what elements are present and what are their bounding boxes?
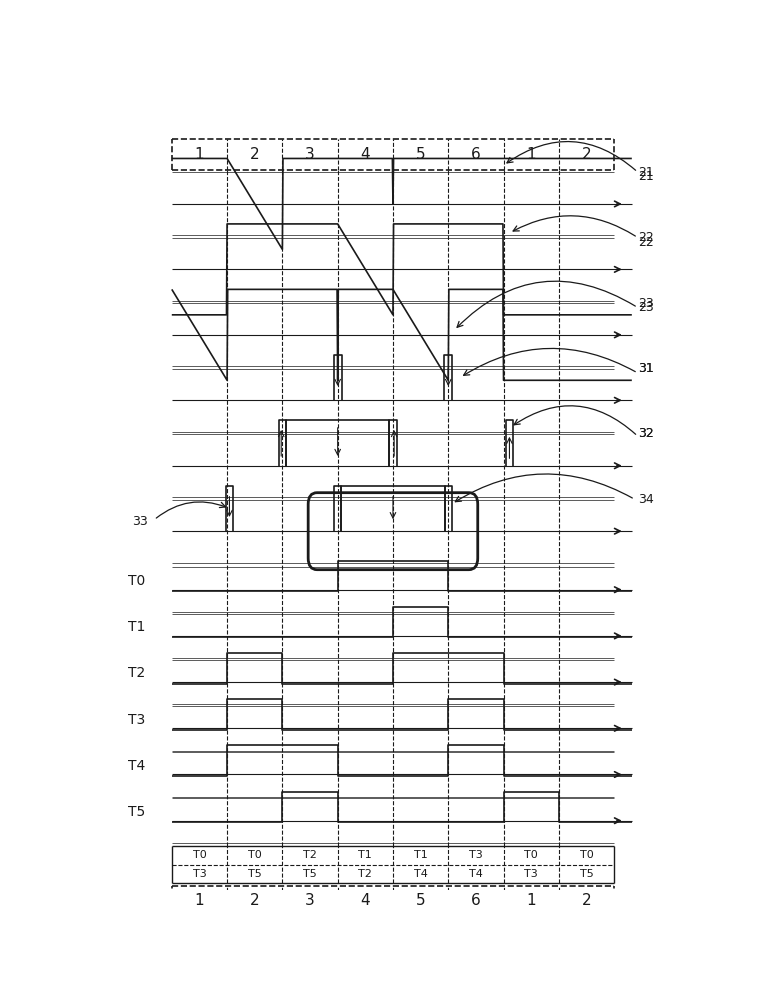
Text: T0: T0 [193,850,206,860]
Text: T0: T0 [580,850,594,860]
Text: T2: T2 [358,869,372,879]
Text: T1: T1 [128,620,145,634]
Text: 31: 31 [638,362,654,375]
Text: 5: 5 [416,893,425,908]
Text: 4: 4 [361,893,370,908]
Text: 32: 32 [638,427,654,440]
Text: T4: T4 [128,759,145,773]
Text: 6: 6 [471,147,481,162]
Text: 33: 33 [132,515,148,528]
Text: 2: 2 [250,893,260,908]
Text: 31: 31 [638,362,654,375]
Text: 1: 1 [195,893,204,908]
Text: 23: 23 [638,301,654,314]
Text: T4: T4 [414,869,428,879]
Text: T2: T2 [128,666,145,680]
Text: T4: T4 [469,869,482,879]
Text: 2: 2 [250,147,260,162]
Text: 22: 22 [638,231,654,244]
Text: T5: T5 [303,869,317,879]
Text: T3: T3 [524,869,538,879]
Text: 21: 21 [638,166,654,179]
Text: 22: 22 [638,236,654,249]
Text: 3: 3 [305,147,315,162]
Text: 1: 1 [527,893,536,908]
Text: 6: 6 [471,893,481,908]
Text: 1: 1 [527,147,536,162]
Text: T2: T2 [303,850,317,860]
Text: T0: T0 [128,574,145,588]
Text: 5: 5 [416,147,425,162]
Text: T3: T3 [469,850,482,860]
Text: T5: T5 [580,869,594,879]
Text: 32: 32 [638,427,654,440]
Text: T0: T0 [524,850,538,860]
Text: 4: 4 [361,147,370,162]
Text: 34: 34 [638,493,654,506]
Text: 1: 1 [195,147,204,162]
Text: 3: 3 [305,893,315,908]
Text: T0: T0 [248,850,262,860]
Text: 21: 21 [638,170,654,183]
Text: T5: T5 [248,869,262,879]
Text: T1: T1 [358,850,372,860]
Text: 2: 2 [581,893,591,908]
Text: 2: 2 [581,147,591,162]
Text: T5: T5 [128,805,145,819]
Text: T3: T3 [193,869,206,879]
Text: T1: T1 [414,850,428,860]
Text: T3: T3 [128,713,145,727]
Text: 23: 23 [638,297,654,310]
